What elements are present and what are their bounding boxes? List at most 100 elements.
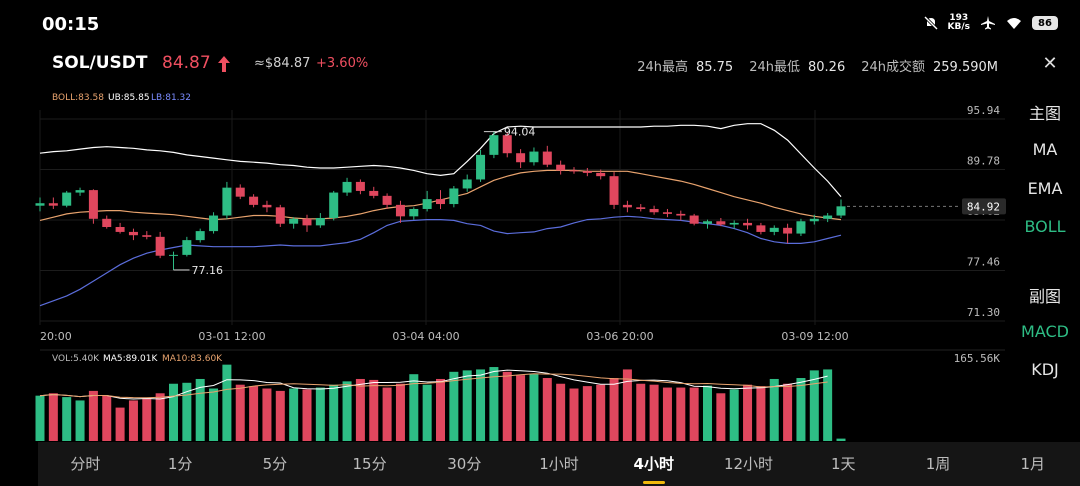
tab-1h[interactable]: 1小时 <box>539 455 579 473</box>
close-icon[interactable]: ✕ <box>1042 53 1058 74</box>
candle-body <box>542 151 552 165</box>
candle-body <box>35 203 45 206</box>
tab-1m[interactable]: 1分 <box>167 455 193 473</box>
volume-bar <box>703 385 712 441</box>
airplane-icon <box>981 16 995 30</box>
candle-body <box>275 207 285 224</box>
volume-bar <box>636 383 646 441</box>
volume-bar <box>783 383 793 441</box>
status-icons: 193 KB/s 86 <box>923 14 1058 32</box>
candle-body <box>88 190 98 219</box>
candle-body <box>155 236 165 256</box>
tab-15m[interactable]: 15分 <box>352 455 387 473</box>
candle-body <box>756 225 766 232</box>
candle-body <box>142 235 152 237</box>
candle-body <box>729 222 739 225</box>
candle-body <box>289 218 299 224</box>
candle-body <box>462 179 472 189</box>
volume-bar <box>796 378 806 441</box>
volume-bar <box>809 370 819 441</box>
boll-legend-value: BOLL:83.58 <box>52 93 104 103</box>
candle-body <box>329 192 339 218</box>
volume-bar <box>382 387 392 441</box>
price-change: +3.60% <box>316 56 369 71</box>
main-indicator-boll[interactable]: BOLL <box>1024 217 1066 236</box>
volume-bar <box>249 386 259 441</box>
last-price: 84.87 <box>162 53 211 73</box>
candle-body <box>716 221 726 225</box>
volume-bar <box>209 388 219 441</box>
main-indicator-ema[interactable]: EMA <box>1027 179 1063 198</box>
volume-bar <box>369 379 379 441</box>
tab-1mo[interactable]: 1月 <box>1020 455 1045 473</box>
volume-bar <box>596 384 606 441</box>
high-marker-label: 94.04 <box>504 126 536 139</box>
volume-bar <box>823 369 833 441</box>
candle-body <box>582 171 592 173</box>
volume-bar <box>395 383 405 441</box>
vol-legend-ma10: MA10:83.60K <box>162 354 223 364</box>
candle-body <box>836 206 846 216</box>
tab-12h[interactable]: 12小时 <box>723 455 774 473</box>
price-tick-label: 95.94 <box>967 104 1000 117</box>
status-bar: 00:15 193 KB/s 86 <box>0 0 1080 50</box>
candle-body <box>783 227 793 234</box>
candle-body <box>115 227 125 232</box>
sub-indicator-macd[interactable]: MACD <box>1021 322 1069 341</box>
volume-bar <box>222 364 232 441</box>
candle-body <box>48 203 58 206</box>
current-price-tag: 84.92 <box>967 200 1000 213</box>
candle-body <box>382 195 392 205</box>
tab-1d[interactable]: 1天 <box>830 455 856 473</box>
volume-bar <box>462 370 472 441</box>
candle-body <box>769 227 779 232</box>
candle-body <box>449 188 459 205</box>
tab-30m[interactable]: 30分 <box>447 455 482 473</box>
trading-pair[interactable]: SOL/USDT <box>52 53 148 73</box>
volume-bar <box>102 395 112 441</box>
tab-4h[interactable]: 4小时 <box>606 442 701 486</box>
candle-body <box>409 208 419 217</box>
boll-upper-line <box>39 123 842 198</box>
kline-chart[interactable]: BOLL:83.58UB:85.85LB:81.3295.9489.7883.6… <box>0 80 1010 442</box>
tab-1w[interactable]: 1周 <box>925 455 951 473</box>
boll-legend-ub: UB:85.85 <box>108 93 150 103</box>
tab-timeline[interactable]: 分时 <box>70 455 101 473</box>
candle-body <box>128 231 138 236</box>
volume-bar <box>569 388 579 441</box>
24h-stats: 24h最高 85.75 24h最低 80.26 24h成交额 259.590M <box>637 56 998 75</box>
candle-body <box>302 218 312 226</box>
time-label: 03-04 04:00 <box>392 330 459 343</box>
wifi-icon <box>1007 18 1021 29</box>
candle-body <box>369 190 379 196</box>
main-chart-title: 主图 <box>1028 104 1061 123</box>
candle-body <box>516 153 526 163</box>
sub-indicator-kdj[interactable]: KDJ <box>1031 360 1059 379</box>
volume-bar <box>275 390 285 441</box>
candle-body <box>249 196 259 205</box>
volume-bar <box>743 384 753 441</box>
volume-bar <box>169 383 178 441</box>
candle-body <box>649 208 659 213</box>
volume-bar <box>622 369 632 441</box>
time-label: 03-01 12:00 <box>198 330 265 343</box>
volume-bar <box>88 390 98 441</box>
main-indicator-ma[interactable]: MA <box>1032 140 1058 159</box>
candle-body <box>689 215 699 224</box>
candle-body <box>436 199 445 205</box>
candle-body <box>823 215 833 219</box>
candle-body <box>102 218 112 228</box>
time-label: 03-09 12:00 <box>781 330 848 343</box>
volume-ma10-line <box>39 373 828 399</box>
volume-bar <box>142 398 152 441</box>
boll-lower-line <box>39 215 842 307</box>
tab-5m[interactable]: 5分 <box>262 455 288 473</box>
candle-body <box>636 207 646 209</box>
sub-chart-title: 副图 <box>1028 287 1061 306</box>
volume-bar <box>542 378 552 441</box>
timeframe-tabs: 分时 1分 5分 15分 30分 1小时 4小时 12小时 1天 1周 1月 <box>38 442 1080 486</box>
candle-body <box>342 181 352 193</box>
candle-body <box>169 254 178 256</box>
time-label: 20:00 <box>40 330 72 343</box>
volume-bar <box>182 382 192 441</box>
